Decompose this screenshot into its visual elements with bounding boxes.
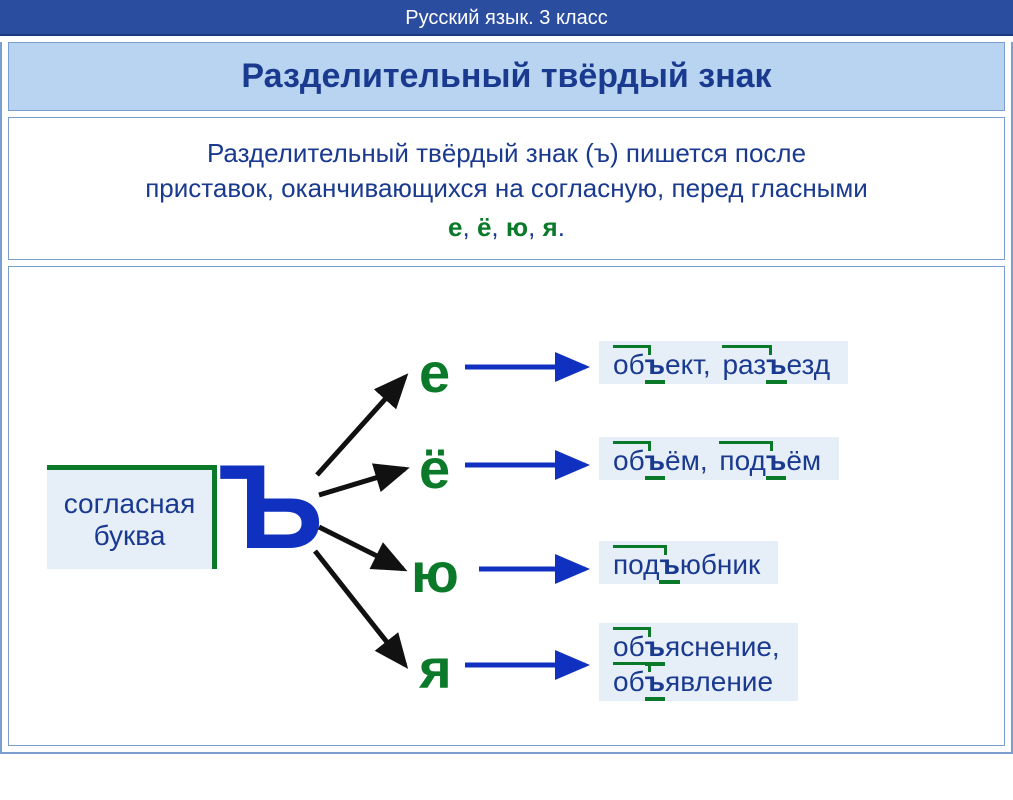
header-bar: Русский язык. 3 класс xyxy=(0,0,1013,36)
word-rest: явление xyxy=(665,666,773,697)
vowel-node: ё xyxy=(419,441,450,497)
separator: , xyxy=(491,212,505,242)
example-word: разъезд xyxy=(722,347,830,382)
rule-vowels: е, ё, ю, я. xyxy=(33,210,980,245)
rule-vowel: ё xyxy=(477,212,491,242)
rule-panel: Разделительный твёрдый знак (ъ) пишется … xyxy=(8,117,1005,260)
content-frame: Разделительный твёрдый знак Разделительн… xyxy=(0,42,1013,754)
arrow xyxy=(319,527,403,569)
vowel-node: е xyxy=(419,345,450,401)
word-rest: ём, xyxy=(665,445,708,476)
rule-line-1: Разделительный твёрдый знак (ъ) пишется … xyxy=(33,136,980,171)
prefix-mark xyxy=(719,441,773,451)
word-rest: яснение, xyxy=(665,631,780,662)
consonant-line-1: согласная xyxy=(64,488,196,520)
rule-vowel: я xyxy=(543,212,558,242)
consonant-box: согласная буква xyxy=(47,465,217,569)
page-title: Разделительный твёрдый знак xyxy=(241,57,771,95)
arrow xyxy=(317,377,405,475)
word-rest: юбник xyxy=(680,549,760,580)
prefix-mark xyxy=(613,627,651,637)
prefix-mark xyxy=(613,545,667,555)
prefix-mark xyxy=(613,662,651,672)
example-box: объяснение, объявление xyxy=(599,623,798,701)
example-box: объём, подъём xyxy=(599,437,839,480)
separator: , xyxy=(463,212,477,242)
rule-line-2: приставок, оканчивающихся на согласную, … xyxy=(33,171,980,206)
rule-vowel: е xyxy=(448,212,462,242)
header-subject: Русский язык. 3 класс xyxy=(405,7,607,29)
rule-vowel: ю xyxy=(506,212,528,242)
example-box: подъюбник xyxy=(599,541,778,584)
example-word: объект, xyxy=(613,347,711,382)
diagram-panel: согласная буква Ъ еёюя объект, разъезд о… xyxy=(8,266,1005,746)
hard-sign-letter: Ъ xyxy=(219,447,323,567)
word-rest: ём xyxy=(786,445,821,476)
example-word: подъюбник xyxy=(613,547,760,582)
word-rest: езд xyxy=(787,349,831,380)
prefix-mark xyxy=(722,345,772,355)
example-box: объект, разъезд xyxy=(599,341,848,384)
prefix-mark xyxy=(613,441,651,451)
title-panel: Разделительный твёрдый знак xyxy=(8,42,1005,111)
example-word: объяснение, xyxy=(613,629,780,664)
example-word: объём, xyxy=(613,443,708,478)
consonant-line-2: буква xyxy=(94,520,166,552)
arrow xyxy=(319,469,405,495)
prefix-mark xyxy=(613,345,651,355)
word-rest: ект, xyxy=(665,349,711,380)
example-word: подъём xyxy=(719,443,821,478)
vowel-node: я xyxy=(419,641,452,697)
separator: , xyxy=(528,212,542,242)
example-word: объявление xyxy=(613,664,773,699)
arrow xyxy=(315,551,405,665)
vowel-node: ю xyxy=(411,545,459,601)
